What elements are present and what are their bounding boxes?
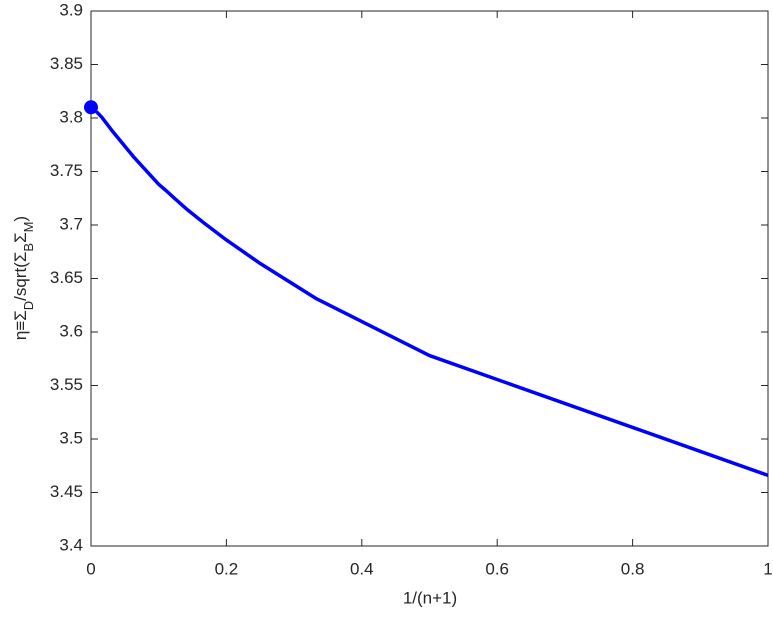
- y-tick-label: 3.4: [59, 535, 83, 554]
- x-tick-label: 0: [86, 559, 95, 578]
- y-axis-label: η≡ΣD/sqrt(ΣBΣM): [11, 216, 35, 340]
- x-tick-label: 1: [763, 559, 772, 578]
- x-axis-label: 1/(n+1): [403, 588, 457, 607]
- data-line: [95, 110, 769, 478]
- y-axis-label-part: D: [21, 301, 36, 310]
- y-tick-label: 3.7: [59, 214, 83, 233]
- y-axis-label-part: B: [21, 243, 36, 252]
- x-tick-label: 0.8: [621, 559, 645, 578]
- y-tick-label: 3.8: [59, 107, 83, 126]
- y-axis-label-part: Σ: [11, 232, 30, 243]
- x-tick-label: 0.4: [350, 559, 374, 578]
- x-tick-label: 0.2: [215, 559, 239, 578]
- y-tick-label: 3.6: [59, 321, 83, 340]
- y-axis-label-part: M: [21, 222, 36, 233]
- y-tick-label: 3.45: [50, 482, 83, 501]
- data-point: [84, 100, 98, 115]
- y-axis-label-part: η≡Σ: [11, 310, 30, 340]
- y-tick-label: 3.55: [50, 375, 83, 394]
- x-tick-label: 0.6: [485, 559, 509, 578]
- y-axis-label-part: /sqrt(Σ: [11, 252, 30, 301]
- y-tick-label: 3.75: [50, 161, 83, 180]
- y-tick-label: 3.9: [59, 0, 83, 19]
- y-axis-label-part: ): [11, 216, 30, 222]
- y-tick-label: 3.85: [50, 54, 83, 73]
- y-tick-label: 3.5: [59, 428, 83, 447]
- y-tick-label: 3.65: [50, 268, 83, 287]
- plot-area: [90, 10, 769, 547]
